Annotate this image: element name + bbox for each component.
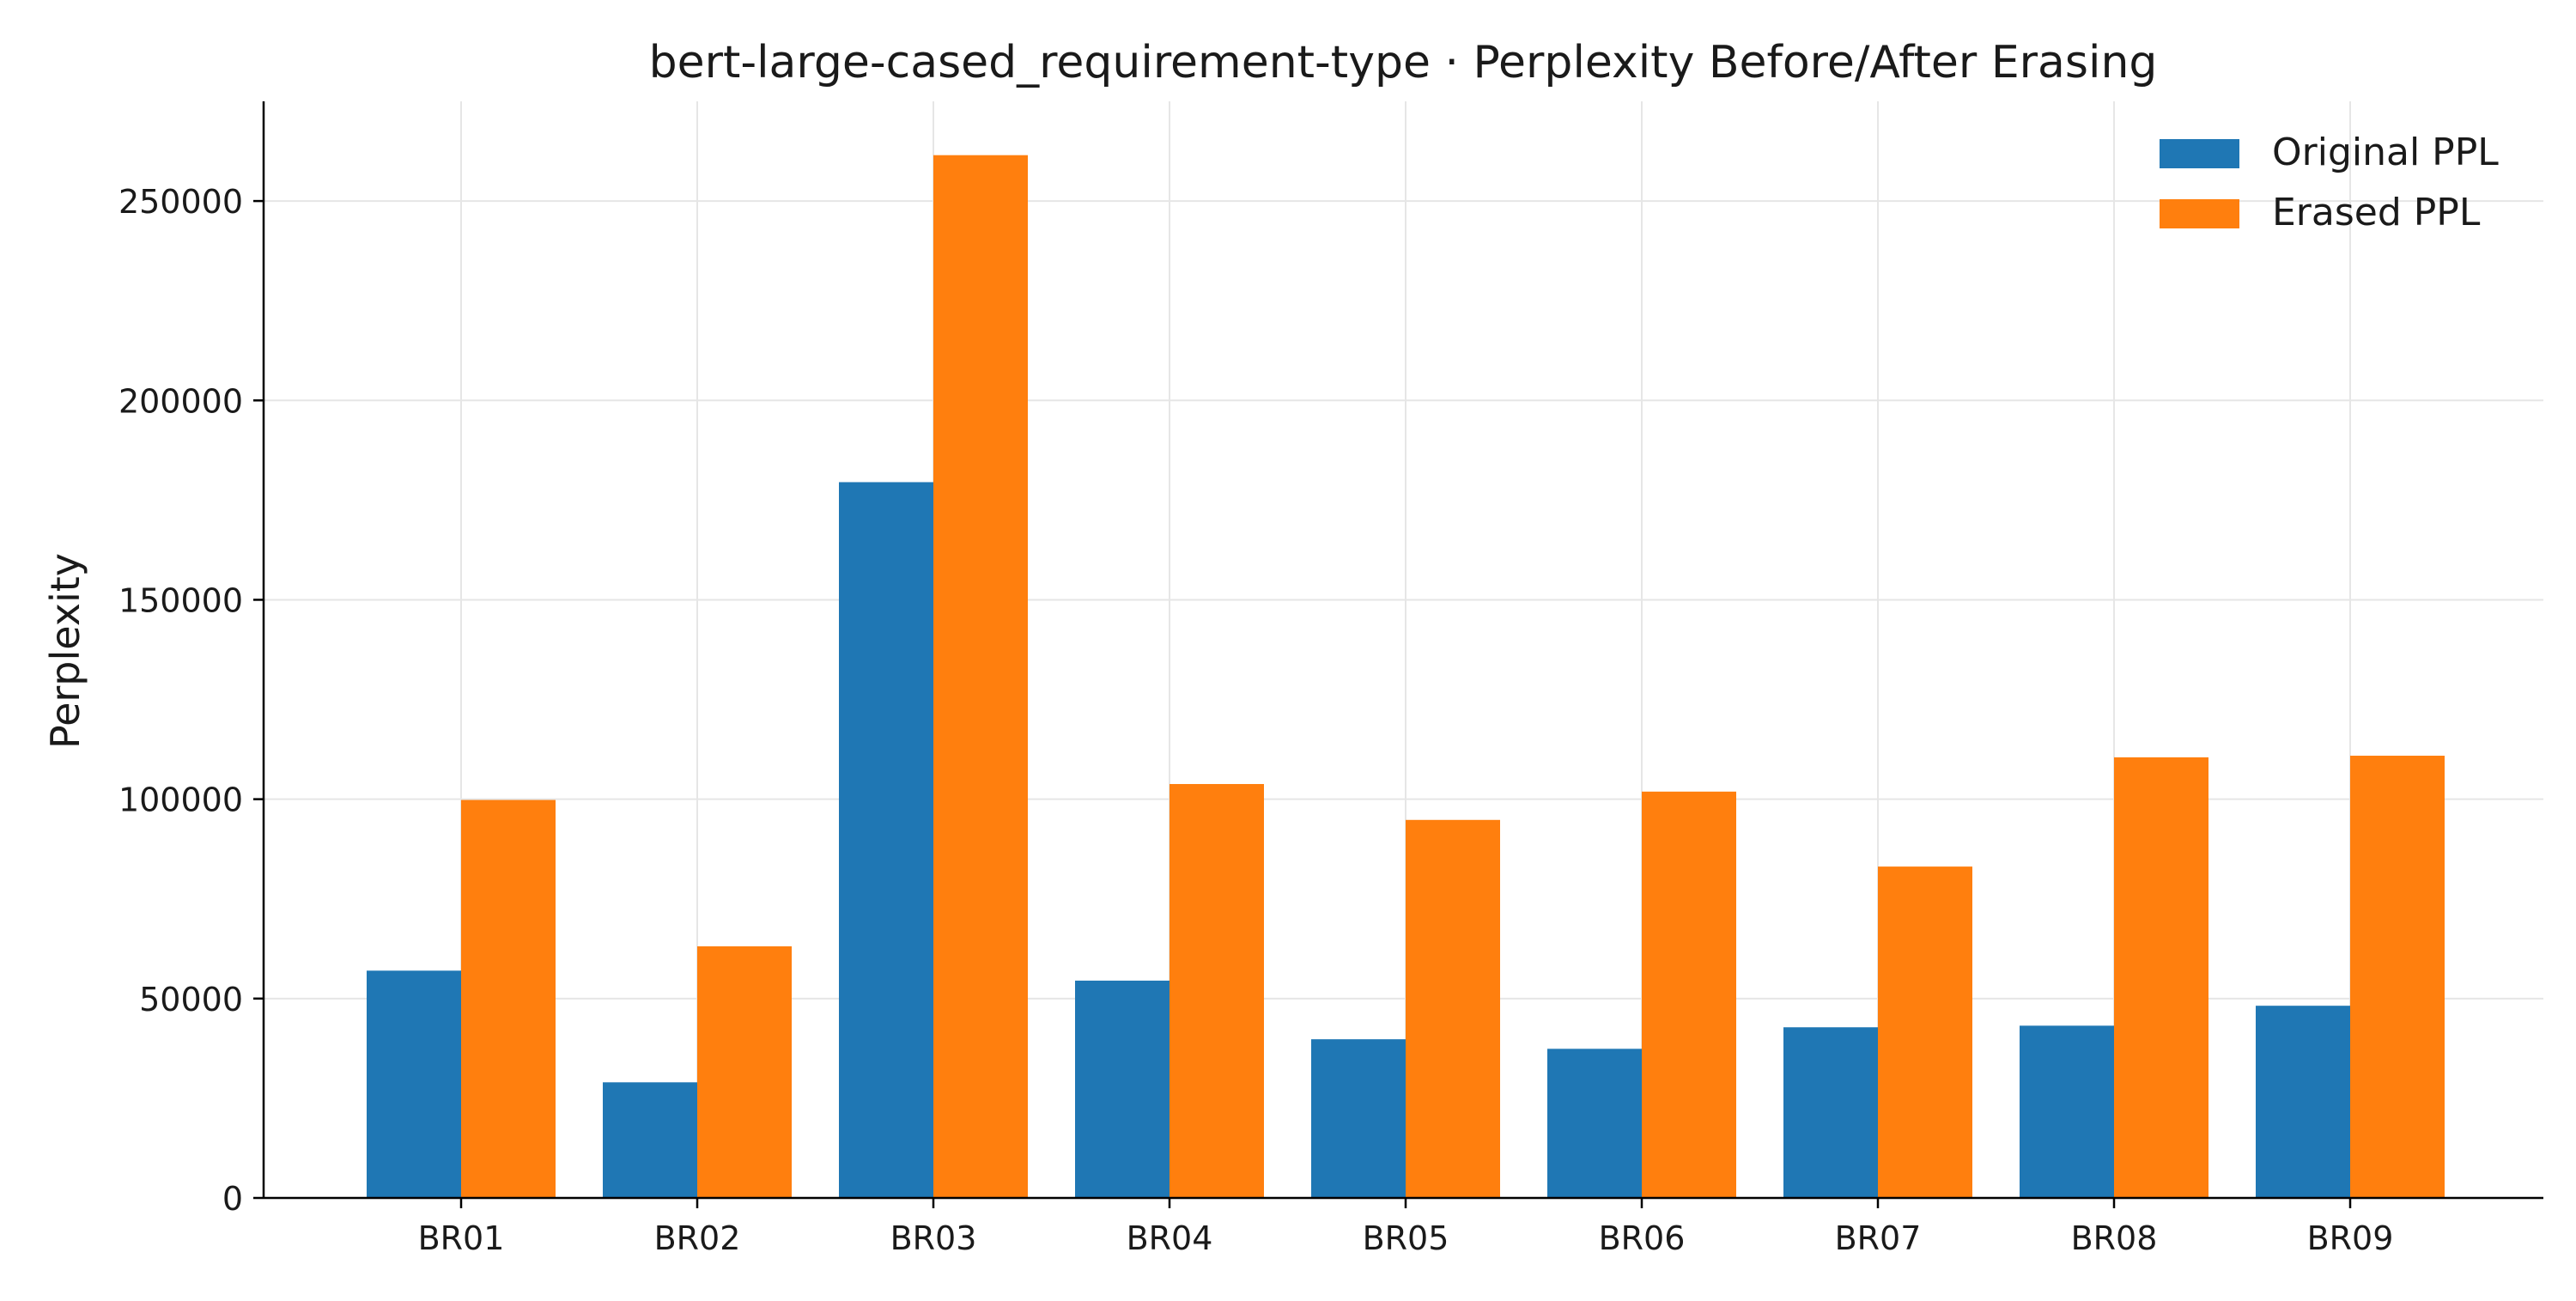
bar-br02-erased	[697, 945, 792, 1198]
bar-br03-original	[839, 482, 933, 1198]
bar-br07-erased	[1878, 866, 1972, 1198]
legend-label: Original PPL	[2272, 131, 2499, 174]
legend-label: Erased PPL	[2272, 191, 2481, 234]
chart-title: bert-large-cased_requirement-type · Perp…	[649, 37, 2158, 88]
legend-swatch-original	[2160, 139, 2239, 168]
bar-br05-original	[1311, 1039, 1406, 1198]
y-tick-label: 50000	[139, 981, 243, 1018]
y-tick-label: 0	[222, 1180, 243, 1218]
tick-labels: 0 50000 100000 150000 200000 250000 BR01 BR02 BR…	[118, 183, 2393, 1257]
y-tick-label: 200000	[118, 382, 243, 420]
bars	[367, 155, 2445, 1198]
bar-br08-erased	[2114, 757, 2208, 1198]
x-tick-label: BR07	[1835, 1219, 1922, 1257]
y-tick-label: 150000	[118, 581, 243, 619]
bar-br05-erased	[1406, 819, 1500, 1198]
bar-br06-original	[1547, 1049, 1642, 1198]
bar-br01-original	[367, 970, 461, 1198]
bar-br04-original	[1075, 980, 1170, 1198]
bar-br07-original	[1783, 1027, 1878, 1198]
x-tick-label: BR08	[2071, 1219, 2158, 1257]
x-tick-label: BR05	[1363, 1219, 1449, 1257]
x-tick-label: BR03	[890, 1219, 977, 1257]
bar-br09-erased	[2350, 756, 2445, 1198]
bar-br02-original	[603, 1082, 697, 1198]
bar-br04-erased	[1170, 783, 1264, 1198]
bar-br06-erased	[1642, 791, 1736, 1198]
y-tick-label: 250000	[118, 183, 243, 221]
x-tick-label: BR06	[1599, 1219, 1686, 1257]
legend: Original PPL Erased PPL	[2160, 131, 2499, 234]
y-tick-label: 100000	[118, 781, 243, 819]
x-tick-label: BR01	[418, 1219, 505, 1257]
bar-br01-erased	[461, 799, 556, 1198]
legend-swatch-erased	[2160, 199, 2239, 228]
x-tick-label: BR09	[2307, 1219, 2394, 1257]
bar-br03-erased	[933, 155, 1028, 1198]
x-tick-label: BR04	[1127, 1219, 1213, 1257]
x-tick-label: BR02	[654, 1219, 741, 1257]
bar-br08-original	[2020, 1025, 2114, 1198]
bar-br09-original	[2256, 1006, 2350, 1198]
y-axis-label: Perplexity	[42, 553, 88, 749]
axes	[253, 101, 2543, 1208]
